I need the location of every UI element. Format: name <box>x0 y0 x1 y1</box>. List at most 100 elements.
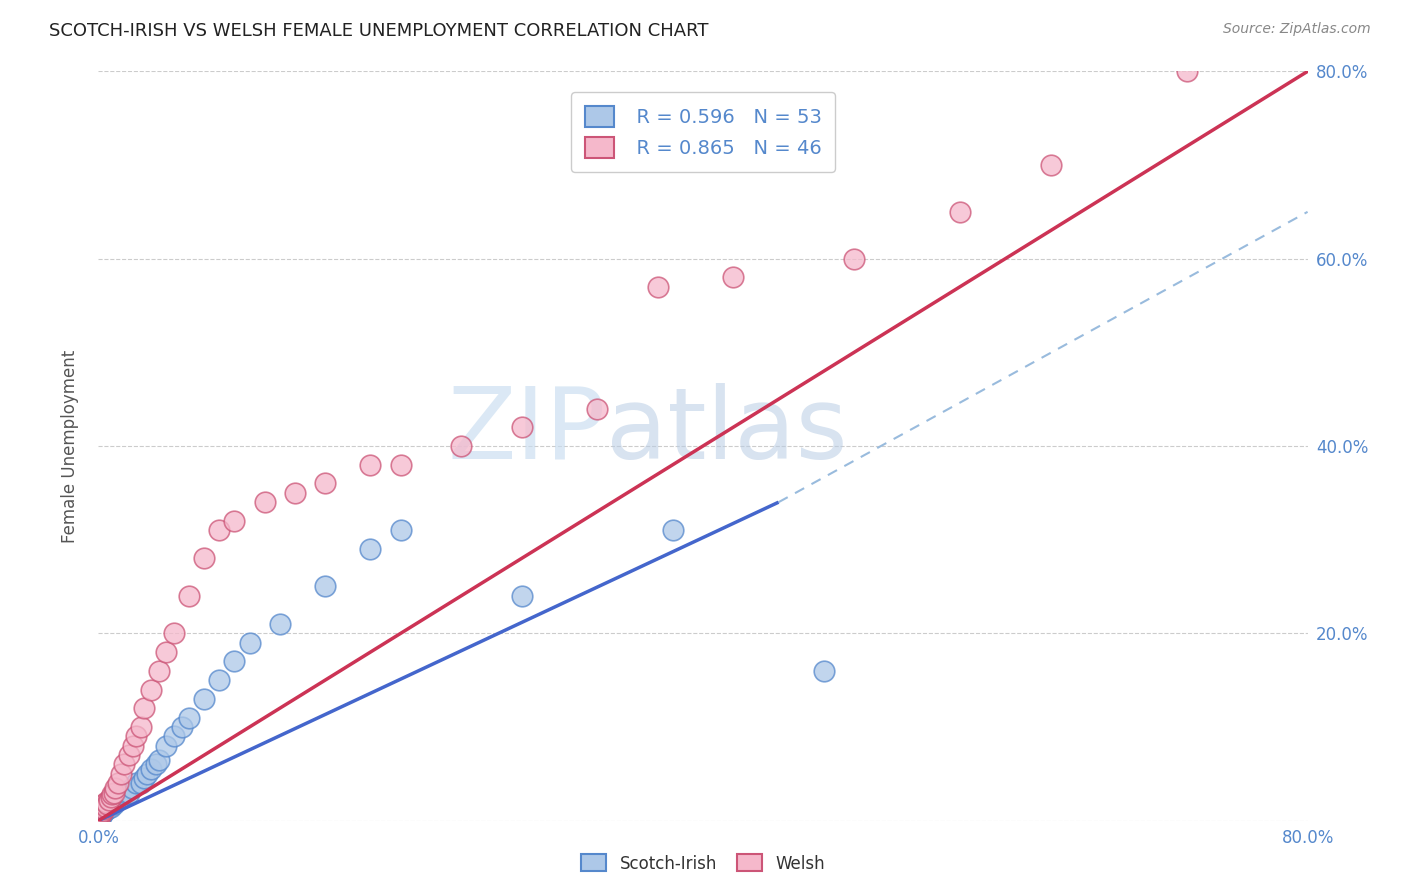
Point <box>121 780 143 795</box>
Legend:   R = 0.596   N = 53,   R = 0.865   N = 46: R = 0.596 N = 53, R = 0.865 N = 46 <box>571 92 835 171</box>
Point <box>93 797 115 811</box>
Point <box>107 776 129 790</box>
Point <box>94 802 117 816</box>
Point <box>389 458 412 472</box>
Point <box>108 790 131 805</box>
Point <box>314 476 336 491</box>
Point <box>110 767 132 781</box>
Point <box>94 799 117 814</box>
Point <box>813 664 835 678</box>
Point <box>132 701 155 715</box>
Point <box>90 805 112 819</box>
Point <box>510 420 533 434</box>
Point <box>141 762 163 776</box>
Point <box>179 710 201 724</box>
Point <box>132 772 155 786</box>
Point <box>224 655 246 669</box>
Point <box>179 589 201 603</box>
Point <box>163 730 186 744</box>
Point <box>105 793 128 807</box>
Point <box>1039 158 1062 172</box>
Point <box>103 786 125 800</box>
Point <box>208 673 231 688</box>
Point <box>284 486 307 500</box>
Point <box>96 799 118 814</box>
Point <box>89 806 111 821</box>
Point <box>723 270 745 285</box>
Point <box>89 807 111 822</box>
Point <box>104 780 127 795</box>
Point <box>389 524 412 538</box>
Point <box>94 799 117 814</box>
Legend: Scotch-Irish, Welsh: Scotch-Irish, Welsh <box>575 847 831 880</box>
Point <box>647 280 669 294</box>
Point <box>122 739 145 753</box>
Point <box>93 802 115 816</box>
Text: SCOTCH-IRISH VS WELSH FEMALE UNEMPLOYMENT CORRELATION CHART: SCOTCH-IRISH VS WELSH FEMALE UNEMPLOYMEN… <box>49 22 709 40</box>
Point <box>100 790 122 805</box>
Point <box>93 802 115 816</box>
Point <box>91 805 114 819</box>
Point <box>239 635 262 649</box>
Point <box>360 542 382 557</box>
Point <box>89 809 111 823</box>
Point <box>125 730 148 744</box>
Point <box>661 524 683 538</box>
Point <box>96 802 118 816</box>
Point <box>163 626 186 640</box>
Point <box>94 795 117 809</box>
Point <box>98 793 121 807</box>
Point <box>89 811 111 825</box>
Point <box>100 797 122 811</box>
Point <box>96 797 118 811</box>
Point <box>112 757 135 772</box>
Point <box>90 806 112 821</box>
Point <box>193 551 215 566</box>
Point <box>118 786 141 800</box>
Point <box>103 793 125 807</box>
Point <box>90 802 112 816</box>
Point <box>93 805 115 819</box>
Point <box>98 799 121 814</box>
Point <box>91 802 114 816</box>
Point <box>101 788 124 802</box>
Point <box>450 439 472 453</box>
Point <box>90 809 112 823</box>
Point <box>360 458 382 472</box>
Point <box>110 790 132 805</box>
Point <box>129 720 152 734</box>
Point <box>170 720 193 734</box>
Point <box>118 747 141 762</box>
Point <box>103 797 125 811</box>
Point <box>111 788 134 802</box>
Point <box>107 790 129 805</box>
Y-axis label: Female Unemployment: Female Unemployment <box>60 350 79 542</box>
Point <box>224 514 246 528</box>
Point <box>510 589 533 603</box>
Point <box>1175 64 1198 78</box>
Text: atlas: atlas <box>606 383 848 480</box>
Point <box>114 786 136 800</box>
Point <box>208 524 231 538</box>
Point <box>141 682 163 697</box>
Point <box>104 795 127 809</box>
Point <box>101 795 124 809</box>
Text: ZIP: ZIP <box>449 383 606 480</box>
Point <box>145 757 167 772</box>
Point <box>98 797 121 811</box>
Point <box>844 252 866 266</box>
Point <box>91 799 114 814</box>
Point <box>586 401 609 416</box>
Point <box>155 739 177 753</box>
Point <box>314 580 336 594</box>
Point <box>129 776 152 790</box>
Point <box>125 776 148 790</box>
Point <box>91 805 114 819</box>
Point <box>148 664 170 678</box>
Point <box>90 806 112 821</box>
Point <box>155 645 177 659</box>
Point <box>135 767 157 781</box>
Point <box>100 799 122 814</box>
Point <box>148 753 170 767</box>
Point <box>253 495 276 509</box>
